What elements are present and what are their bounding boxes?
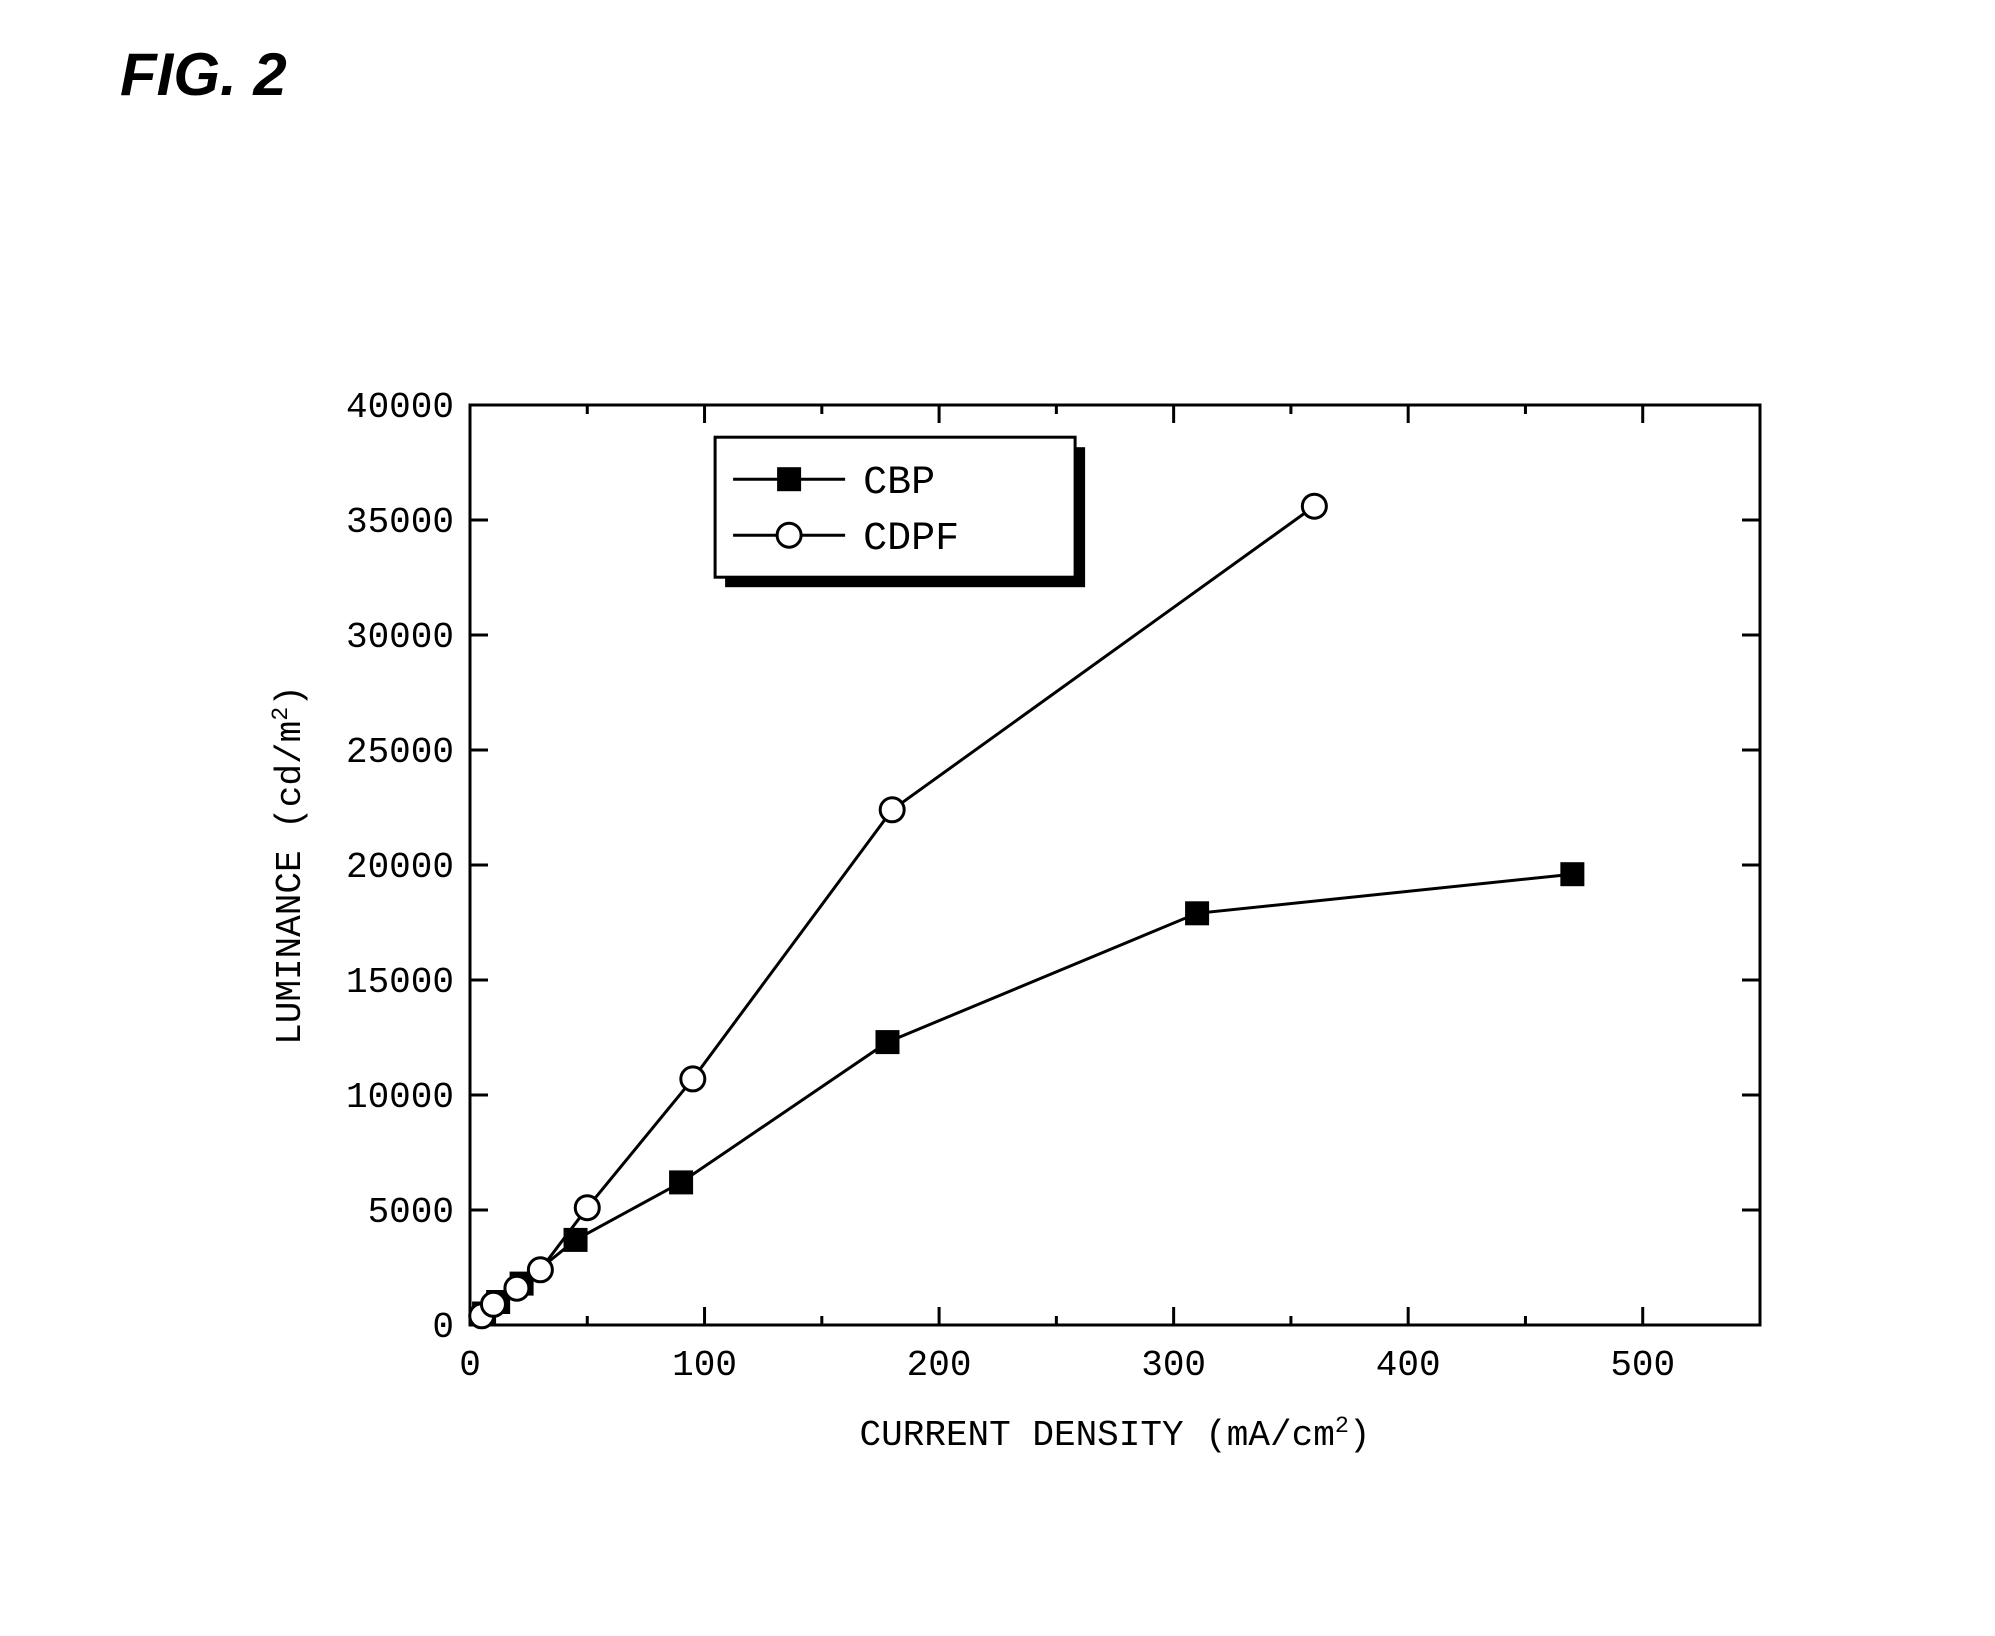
series-marker [505, 1276, 529, 1300]
y-tick-label: 0 [432, 1307, 454, 1348]
series-marker [481, 1292, 505, 1316]
y-tick-label: 40000 [346, 387, 454, 428]
y-tick-label: 25000 [346, 732, 454, 773]
y-tick-label: 15000 [346, 962, 454, 1003]
y-tick-label: 5000 [368, 1192, 454, 1233]
legend-label: CBP [863, 461, 935, 506]
x-axis-label: CURRENT DENSITY (mA/cm2) [860, 1414, 1371, 1456]
x-tick-label: 100 [672, 1345, 737, 1386]
y-tick-label: 10000 [346, 1077, 454, 1118]
series-marker [575, 1196, 599, 1220]
series-marker [880, 798, 904, 822]
legend-marker [777, 523, 801, 547]
x-tick-label: 0 [459, 1345, 481, 1386]
y-axis-label: LUMINANCE (cd/m2) [269, 685, 311, 1045]
figure-label: FIG. 2 [120, 40, 287, 109]
series-marker [876, 1031, 898, 1053]
legend-marker [778, 468, 800, 490]
series-line [484, 874, 1572, 1313]
series-marker [1561, 863, 1583, 885]
luminance-chart: 0100200300400500050001000015000200002500… [260, 375, 1820, 1495]
series-marker [1186, 902, 1208, 924]
series-marker [528, 1258, 552, 1282]
y-tick-label: 20000 [346, 847, 454, 888]
y-tick-label: 35000 [346, 502, 454, 543]
series-marker [1302, 494, 1326, 518]
page-container: FIG. 2 010020030040050005000100001500020… [0, 0, 1995, 1636]
legend: CBP CDPF [715, 437, 1085, 587]
x-tick-label: 300 [1141, 1345, 1206, 1386]
series-cbp [473, 863, 1583, 1324]
x-tick-label: 400 [1376, 1345, 1441, 1386]
series-marker [670, 1171, 692, 1193]
x-tick-label: 200 [907, 1345, 972, 1386]
legend-label: CDPF [863, 517, 959, 562]
x-tick-label: 500 [1610, 1345, 1675, 1386]
series-marker [681, 1067, 705, 1091]
y-tick-label: 30000 [346, 617, 454, 658]
